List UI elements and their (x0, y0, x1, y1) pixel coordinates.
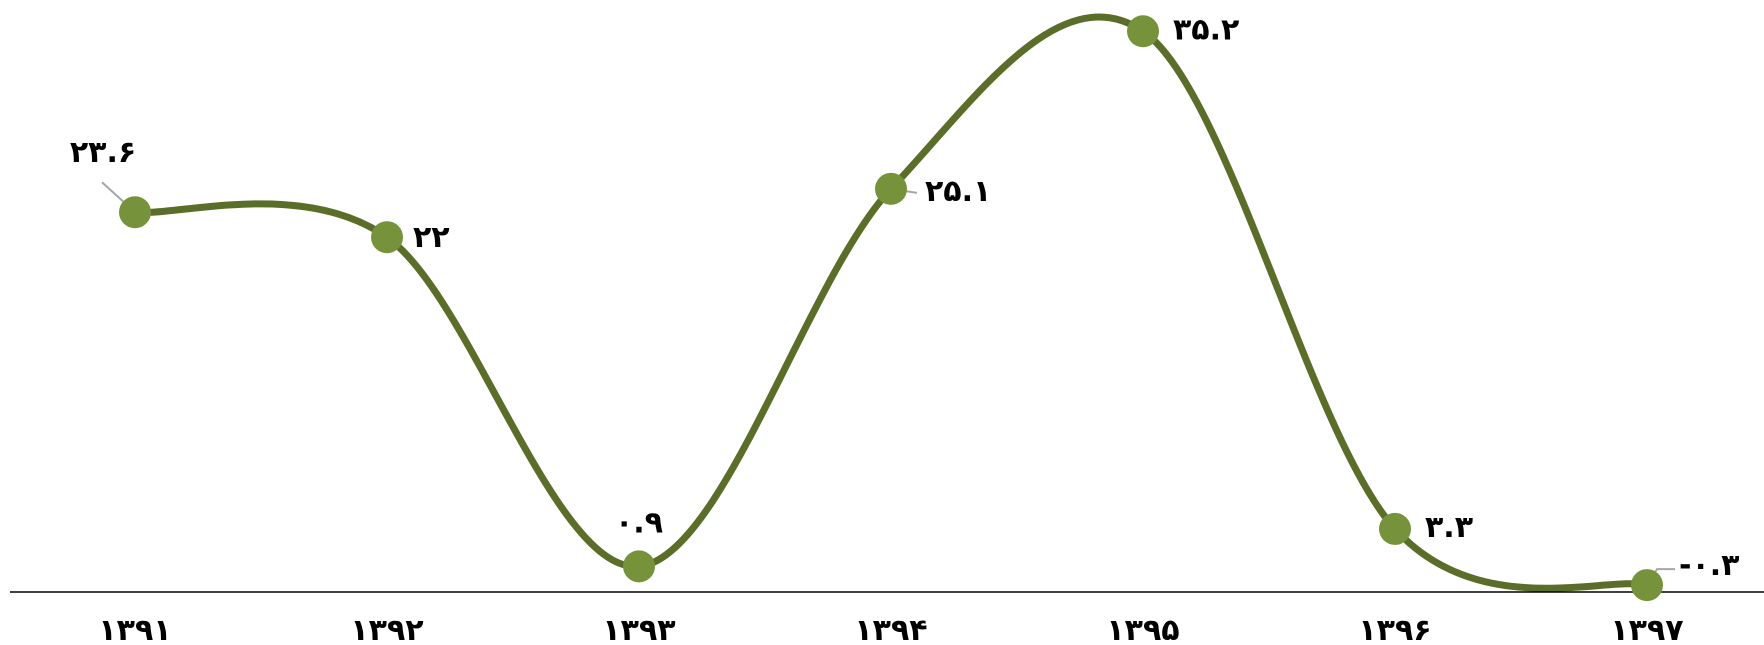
x-axis-tick-labels: ۱۳۹۱ ۱۳۹۲ ۱۳۹۳ ۱۳۹۴ ۱۳۹۵ ۱۳۹۶ ۱۳۹۷ (98, 613, 1683, 645)
data-label: ۲۵.۱ (925, 174, 991, 209)
data-point (1631, 569, 1663, 602)
data-label: ۰.۹ (615, 505, 663, 540)
data-point (119, 196, 151, 229)
x-tick-label: ۱۳۹۷ (1610, 613, 1683, 645)
x-tick-label: ۱۳۹۳ (602, 613, 675, 645)
data-point (1127, 15, 1159, 48)
data-point (371, 221, 403, 254)
x-tick-label: ۱۳۹۵ (1106, 613, 1179, 645)
data-label: ۳۵.۲ (1173, 12, 1239, 47)
data-point (1379, 512, 1411, 545)
data-label: ۳.۳ (1425, 510, 1473, 545)
data-labels: ۲۳.۶ ۲۲ ۰.۹ ۲۵.۱ ۳۵.۲ ۳.۳ -۰.۳ (70, 12, 1740, 583)
data-label: -۰.۳ (1679, 548, 1739, 583)
x-tick-label: ۱۳۹۱ (98, 613, 171, 645)
data-label: ۲۲ (413, 220, 450, 255)
markers (119, 15, 1663, 602)
data-label: ۲۳.۶ (70, 135, 136, 170)
data-point (623, 550, 655, 583)
data-point (875, 172, 907, 205)
line-layer (131, 13, 1651, 592)
x-tick-label: ۱۳۹۴ (854, 613, 927, 645)
x-tick-label: ۱۳۹۶ (1358, 613, 1431, 645)
x-tick-label: ۱۳۹۲ (350, 613, 423, 645)
series-line (131, 13, 1651, 592)
